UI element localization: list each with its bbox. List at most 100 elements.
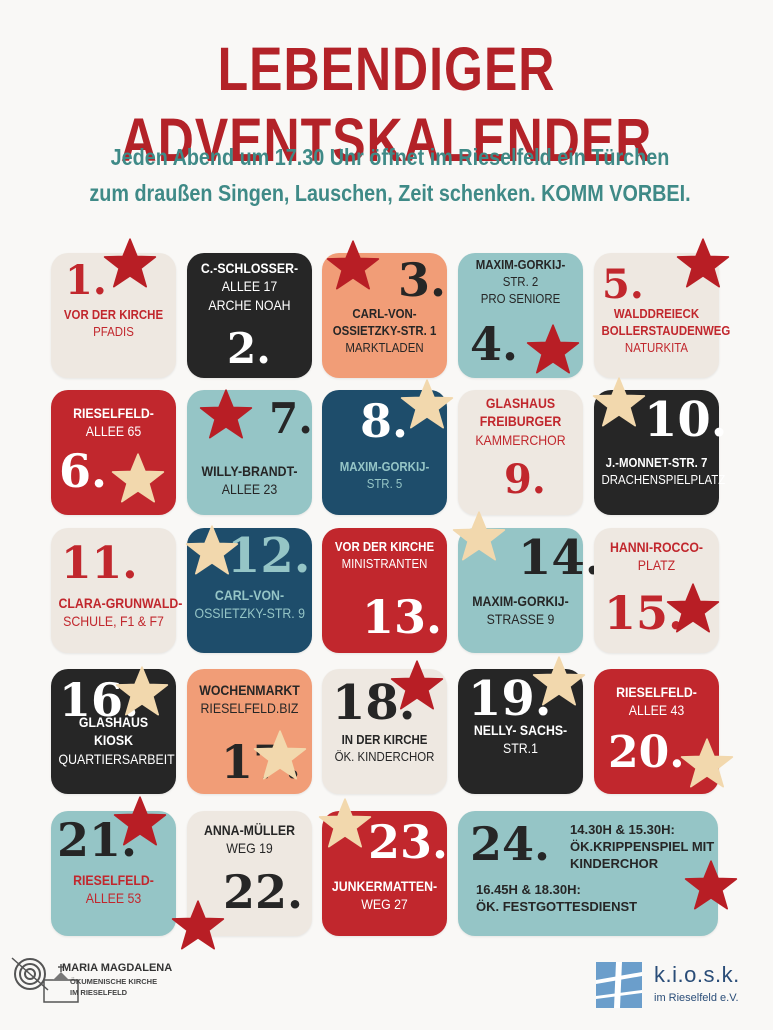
- day-info-line: WILLY-BRANDT-: [201, 463, 298, 479]
- day-info-block: HANNI-ROCCO- PLATZ: [594, 538, 719, 575]
- logo-church-name: MARIA MAGDALENA: [62, 962, 173, 974]
- day-number: 9.: [504, 456, 546, 503]
- day-info-line: CLARA-GRUNWALD-: [58, 595, 183, 611]
- day-info-line: ANNA-MÜLLER: [203, 822, 296, 838]
- day-info-block: WALDDREIECK BOLLERSTAUDENWEG NATURKITA: [594, 305, 731, 356]
- day-info-line: JUNKERMATTEN-: [331, 878, 438, 894]
- day-tile-3: 3. CARL-VON- OSSIETZKY-STR. 1 MARKTLADEN: [322, 240, 447, 378]
- day-info-block: RIESELFELD- ALLEE 65: [51, 404, 176, 441]
- day-number: 24.: [470, 817, 551, 871]
- day-tile-19: 19. NELLY- SACHS- STR.1: [458, 656, 586, 794]
- day-info-line: WALDDREIECK: [613, 306, 700, 321]
- day-info-line: NATURKITA: [624, 340, 689, 356]
- day-tile-6: 6. RIESELFELD- ALLEE 65: [51, 390, 176, 515]
- day-tile-11: 11. CLARA-GRUNWALD- SCHULE, F1 & F7: [51, 528, 183, 653]
- day-tile-21: 21. RIESELFELD- ALLEE 53: [51, 796, 176, 936]
- day-info-line: RIESELFELD-: [616, 684, 697, 700]
- day-info-line: VOR DER KIRCHE: [334, 539, 435, 554]
- day-info-block: MAXIM-GORKIJ- STRASSE 9: [458, 592, 583, 629]
- day-tile-4: 4. MAXIM-GORKIJ- STR. 2 PRO SENIORE: [458, 253, 583, 378]
- star-icon: [111, 452, 165, 506]
- page-title: LEBENDIGER ADVENTSKALENDER: [120, 35, 653, 175]
- day-info-line: GLASHAUS: [485, 395, 556, 411]
- star-icon: [684, 859, 738, 913]
- subtitle-line-1: Jeden Abend um 17.30 Uhr öffnet im Riese…: [110, 144, 670, 170]
- day-info-block: 16.45H & 18.30H: ÖK. FESTGOTTESDIENST: [476, 881, 637, 915]
- day-number: 2.: [227, 324, 271, 373]
- day-info-line: QUARTIERSARBEIT: [58, 750, 175, 767]
- day-number: 8.: [360, 394, 409, 448]
- star-icon: [532, 655, 586, 709]
- day-number: 3.: [398, 253, 447, 307]
- day-tile-15: 15. HANNI-ROCCO- PLATZ: [594, 528, 720, 653]
- day-info-line: BOLLERSTAUDENWEG: [601, 323, 731, 339]
- day-info-line: ALLEE 53: [85, 890, 142, 907]
- day-number: 23.: [368, 815, 449, 869]
- day-info-line: CARL-VON-: [214, 587, 285, 603]
- day-tile-14: 14. MAXIM-GORKIJ- STRASSE 9: [452, 511, 602, 653]
- day-number: 11.: [61, 538, 138, 589]
- star-icon: [680, 737, 734, 791]
- day-info-block: WILLY-BRANDT- ALLEE 23: [187, 462, 312, 499]
- day-number: 4.: [470, 317, 519, 371]
- day-info-line: J.-MONNET-STR. 7: [605, 455, 708, 470]
- day-info-line: IN DER KIRCHE: [341, 732, 428, 747]
- day-info-block: GLASHAUS KIOSK QUARTIERSARBEIT: [51, 713, 176, 768]
- day-info-line: SCHULE, F1 & F7: [63, 613, 164, 630]
- day-info-line: KIOSK: [93, 732, 134, 749]
- star-icon: [199, 388, 253, 442]
- day-info-block: RIESELFELD- ALLEE 43: [594, 683, 719, 720]
- day-number: 5.: [602, 261, 644, 308]
- day-info-line: OSSIETZKY-STR. 9: [194, 605, 305, 622]
- day-number: 1.: [65, 257, 107, 304]
- day-tile-20: 20. RIESELFELD- ALLEE 43: [594, 669, 734, 794]
- day-info-line: ALLEE 17: [221, 278, 278, 295]
- day-info-block: J.-MONNET-STR. 7 DRACHENSPIELPLATZ: [594, 454, 726, 488]
- star-icon: [676, 237, 730, 291]
- day-info-block: MAXIM-GORKIJ- STR. 2 PRO SENIORE: [458, 256, 583, 307]
- day-info-line: PLATZ: [637, 557, 676, 574]
- day-tile-12: 12. CARL-VON- OSSIETZKY-STR. 9: [185, 525, 312, 653]
- day-info-line: RIESELFELD.BIZ: [200, 700, 299, 717]
- day-info-block: 14.30H & 15.30H: ÖK.KRIPPENSPIEL MIT KINDE…: [570, 821, 714, 872]
- day-tile-1: 1. VOR DER KIRCHE PFADIS: [51, 238, 176, 378]
- logo-church-place: IM RIESELFELD: [70, 988, 128, 997]
- day-info-block: RIESELFELD- ALLEE 53: [51, 871, 176, 908]
- subtitle-line-2: zum draußen Singen, Lauschen, Zeit schen…: [89, 180, 691, 206]
- day-tile-13: 13. VOR DER KIRCHE MINISTRANTEN: [322, 528, 447, 653]
- maria-magdalena-logo: MARIA MAGDALENA ÖKUMENISCHE KIRCHE IM RI…: [8, 950, 193, 1018]
- day-info-line: MAXIM-GORKIJ-: [339, 459, 430, 474]
- day-tile-24: 24. 14.30H & 15.30H: ÖK.KRIPPENSPIEL MIT KI…: [458, 811, 738, 936]
- star-icon: [326, 239, 380, 293]
- day-info-block: ANNA-MÜLLER WEG 19: [187, 821, 312, 858]
- day-info-line: ALLEE 43: [628, 702, 685, 719]
- day-info-line: STR. 5: [366, 476, 403, 492]
- day-info-line: 14.30H & 15.30H:: [570, 822, 675, 837]
- day-info-line: MINISTRANTEN: [341, 556, 428, 572]
- star-icon: [171, 899, 225, 953]
- day-info-block: CARL-VON- OSSIETZKY-STR. 1 MARKTLADEN: [322, 305, 447, 356]
- day-tile-5: 5. WALDDREIECK BOLLERSTAUDENWEG NATURKITA: [594, 238, 731, 378]
- day-info-line: ÖK. FESTGOTTESDIENST: [476, 899, 638, 915]
- day-info-line: 16.45H & 18.30H:: [476, 882, 581, 897]
- day-tile-7: 7. WILLY-BRANDT- ALLEE 23: [187, 388, 313, 515]
- day-info-line: VOR DER KIRCHE: [63, 307, 164, 322]
- day-info-block: MAXIM-GORKIJ- STR. 5: [322, 458, 447, 492]
- day-info-line: ÖK. KINDERCHOR: [334, 749, 435, 765]
- day-number: 13.: [362, 590, 443, 644]
- day-number: 15.: [604, 586, 685, 640]
- day-info-block: VOR DER KIRCHE MINISTRANTEN: [322, 538, 447, 572]
- day-number: 20.: [608, 727, 685, 778]
- day-info-line: OSSIETZKY-STR. 1: [332, 323, 437, 339]
- day-info-line: ARCHE NOAH: [208, 296, 291, 313]
- day-info-line: KINDERCHOR: [570, 856, 659, 872]
- day-number: 19.: [468, 671, 552, 727]
- day-tile-16: 16. GLASHAUS KIOSK QUARTIERSARBEIT: [51, 666, 176, 794]
- day-number: 22.: [223, 865, 304, 919]
- star-icon: [390, 659, 444, 713]
- day-number: 6.: [59, 444, 108, 498]
- day-tile-9: 9. GLASHAUS FREIBURGER KAMMERCHOR: [458, 390, 583, 515]
- day-info-block: CLARA-GRUNWALD- SCHULE, F1 & F7: [51, 594, 183, 631]
- day-info-block: CARL-VON- OSSIETZKY-STR. 9: [187, 586, 312, 623]
- day-info-block: C.-SCHLOSSER- ALLEE 17 ARCHE NOAH: [187, 259, 312, 314]
